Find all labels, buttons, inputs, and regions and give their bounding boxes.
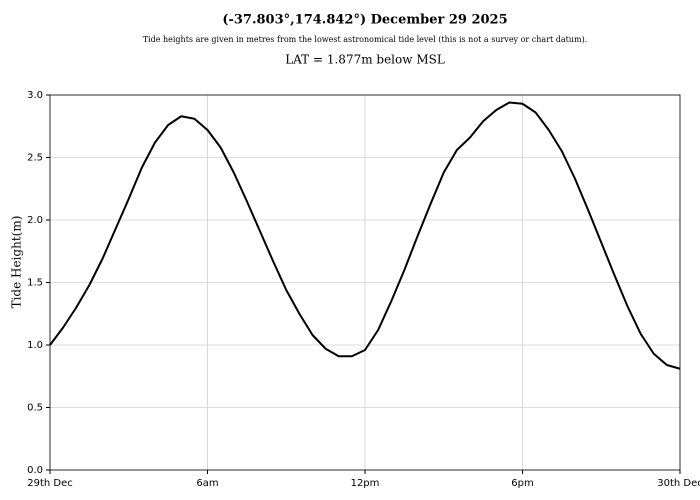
y-tick-label: 1.0 bbox=[27, 340, 43, 351]
plot-frame bbox=[49, 94, 681, 471]
x-tick-label: 29th Dec bbox=[27, 478, 73, 489]
y-tick-label: 3.0 bbox=[27, 90, 43, 101]
x-tick-label: 12pm bbox=[351, 478, 380, 489]
y-axis-label: Tide Height(m) bbox=[10, 216, 24, 309]
y-tick-label: 2.0 bbox=[27, 215, 43, 226]
y-tick-label: 0.5 bbox=[27, 403, 43, 414]
x-tick-label: 30th Dec bbox=[657, 478, 700, 489]
y-tick-label: 1.5 bbox=[27, 278, 43, 289]
x-tick-label: 6pm bbox=[511, 478, 533, 489]
y-tick-label: 0.0 bbox=[27, 465, 43, 476]
y-tick-label: 2.5 bbox=[27, 153, 43, 164]
chart-title: (-37.803°,174.842°) December 29 2025 bbox=[222, 13, 507, 28]
tide-line bbox=[49, 101, 681, 370]
annotation: LAT = 1.877m below MSL bbox=[285, 53, 445, 67]
chart-subtitle: Tide heights are given in metres from th… bbox=[143, 35, 588, 44]
x-tick-label: 6am bbox=[196, 478, 218, 489]
